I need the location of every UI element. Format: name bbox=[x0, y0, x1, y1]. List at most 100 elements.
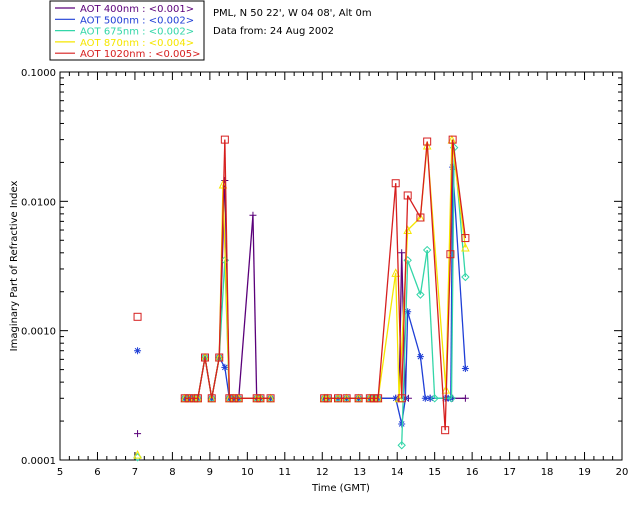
series-line-segment bbox=[419, 249, 428, 295]
data-point bbox=[185, 394, 194, 403]
series-line-segment bbox=[426, 141, 446, 431]
data-point bbox=[461, 242, 470, 252]
x-tick-label: 18 bbox=[541, 467, 554, 478]
series-line-segment bbox=[211, 357, 220, 399]
data-point bbox=[403, 191, 412, 200]
x-tick-label: 8 bbox=[169, 467, 175, 478]
y-tick-label: 0.1000 bbox=[21, 68, 56, 79]
series-line-segment bbox=[444, 254, 452, 431]
data-point bbox=[201, 354, 209, 362]
data-point bbox=[426, 394, 434, 402]
legend-box bbox=[49, 0, 205, 61]
data-point bbox=[267, 394, 275, 402]
data-point bbox=[323, 394, 332, 403]
legend-entry: AOT 1020nm : <0.005> bbox=[80, 49, 200, 60]
series-line-segment bbox=[450, 147, 455, 399]
data-point bbox=[229, 394, 238, 403]
series-line-segment bbox=[395, 183, 403, 399]
x-tick-label: 10 bbox=[241, 467, 254, 478]
legend-entry: AOT 870nm : <0.004> bbox=[80, 38, 194, 49]
data-point bbox=[134, 347, 142, 355]
series-line-segment bbox=[224, 139, 230, 399]
x-axis-label: Time (GMT) bbox=[311, 483, 370, 494]
series bbox=[133, 135, 470, 435]
data-point bbox=[446, 250, 455, 259]
data-point bbox=[430, 394, 439, 403]
y-axis: 0.0001 0.0010 0.0100 0.1000 bbox=[21, 68, 622, 467]
data-point bbox=[416, 353, 424, 361]
data-point bbox=[256, 394, 265, 403]
data-point bbox=[441, 426, 450, 435]
series-line-segment bbox=[401, 195, 409, 399]
series-line-segment bbox=[407, 260, 422, 295]
x-tick-label: 12 bbox=[316, 467, 329, 478]
series-line-segment bbox=[395, 398, 403, 425]
y-tick-label: 0.0010 bbox=[21, 327, 56, 338]
legend: AOT 400nm : <0.001>AOT 500nm : <0.002> AO… bbox=[55, 4, 200, 60]
data-point bbox=[133, 450, 142, 459]
data-point bbox=[423, 137, 432, 146]
x-tick-label: 20 bbox=[616, 467, 629, 478]
data-point bbox=[133, 312, 142, 321]
series-line-segment bbox=[238, 215, 254, 399]
data-point bbox=[369, 394, 378, 403]
data-point bbox=[215, 353, 224, 362]
series-line-segment bbox=[452, 167, 467, 369]
data-point bbox=[404, 308, 412, 316]
series-line-segment bbox=[426, 250, 436, 399]
data-point bbox=[422, 245, 432, 255]
x-tick-label: 5 bbox=[57, 467, 63, 478]
x-tick-label: 19 bbox=[578, 467, 591, 478]
data-point bbox=[448, 135, 457, 144]
chart-title-line-1: PML, N 50 22', W 04 08', Alt 0m bbox=[213, 8, 372, 19]
series-line-segment bbox=[197, 357, 206, 399]
series-line-segment bbox=[445, 139, 453, 390]
data-point bbox=[391, 179, 400, 188]
data-point bbox=[391, 268, 401, 277]
x-tick-label: 6 bbox=[94, 467, 100, 478]
y-axis-label: Imaginary Part of Refractive Index bbox=[9, 181, 20, 352]
series-line-segment bbox=[252, 215, 258, 399]
data-point bbox=[461, 364, 469, 372]
data-point bbox=[374, 394, 383, 403]
x-tick-label: 17 bbox=[503, 467, 516, 478]
x-tick-label: 13 bbox=[353, 467, 366, 478]
data-point bbox=[180, 394, 189, 403]
data-point bbox=[221, 363, 229, 371]
x-axis: 5 6 7 8 9 10 11 12 13 14 15 16 17 18 19 20 bbox=[57, 72, 629, 478]
data-point bbox=[207, 394, 216, 403]
x-tick-label: 14 bbox=[391, 467, 404, 478]
series-line-segment bbox=[401, 260, 409, 446]
x-tick-label: 9 bbox=[207, 467, 213, 478]
data-point bbox=[403, 225, 413, 235]
series-line-segment bbox=[450, 167, 454, 399]
data-point bbox=[234, 394, 243, 403]
data-point bbox=[266, 394, 275, 403]
series-line-segment bbox=[407, 217, 421, 231]
series bbox=[133, 143, 470, 462]
data-point bbox=[461, 272, 470, 282]
data-point bbox=[193, 394, 202, 403]
series-line-segment bbox=[404, 311, 409, 399]
series-line-segment bbox=[218, 139, 226, 358]
x-tick-label: 7 bbox=[132, 467, 138, 478]
data-point bbox=[398, 420, 406, 428]
data-point bbox=[220, 135, 229, 144]
data-point bbox=[200, 353, 209, 362]
series-line-segment bbox=[407, 311, 422, 357]
y-tick-label: 0.0100 bbox=[21, 197, 56, 208]
series-line-segment bbox=[419, 356, 426, 399]
data-point bbox=[397, 394, 406, 403]
data-point bbox=[354, 394, 363, 403]
legend-entry: AOT 400nm : <0.001> bbox=[80, 4, 194, 15]
series bbox=[134, 163, 469, 428]
legend-entry: AOT 500nm : <0.002> bbox=[80, 15, 194, 26]
data-point bbox=[365, 394, 374, 403]
data-point bbox=[134, 430, 142, 438]
data-point bbox=[392, 394, 400, 402]
x-tick-label: 16 bbox=[466, 467, 479, 478]
series bbox=[133, 135, 470, 459]
series-line-segment bbox=[451, 139, 467, 248]
x-tick-label: 11 bbox=[278, 467, 291, 478]
